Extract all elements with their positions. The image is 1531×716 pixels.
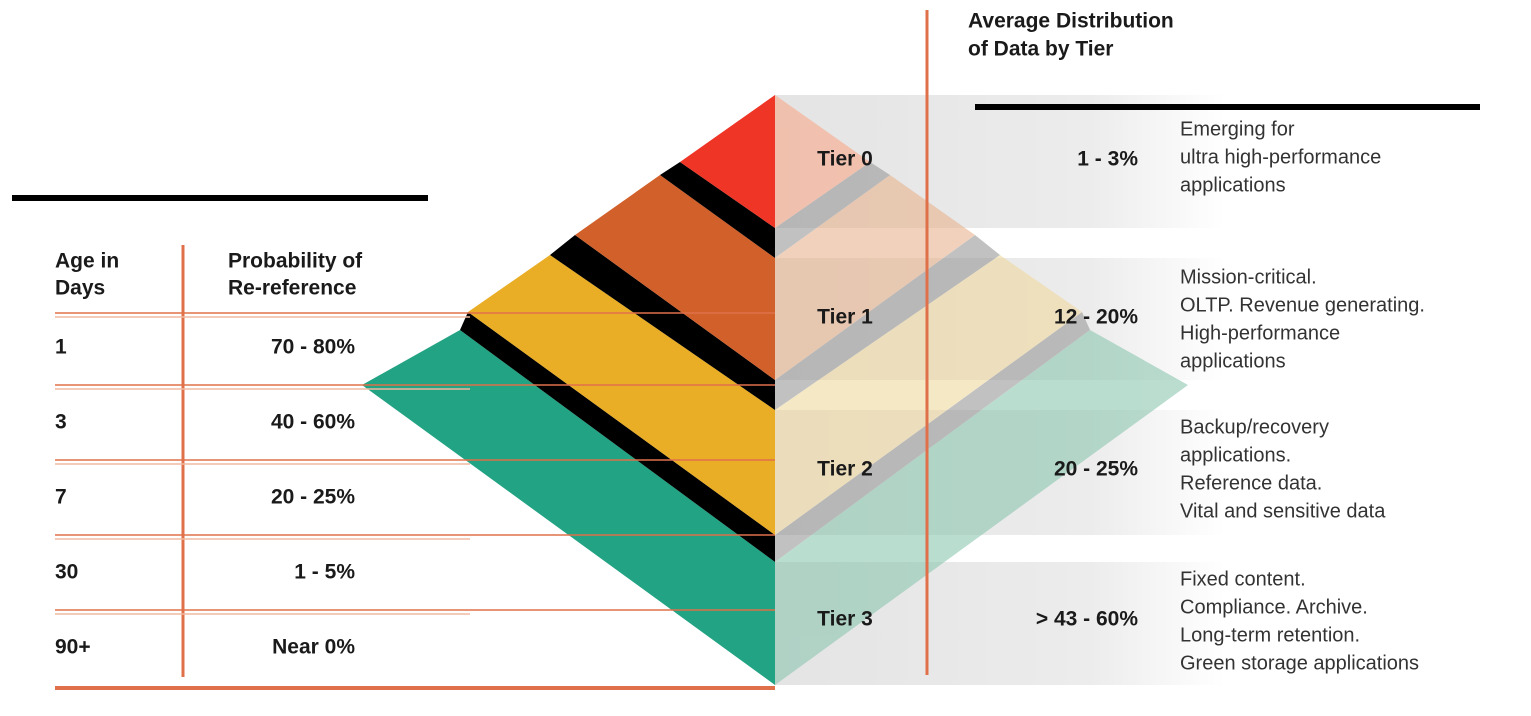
tier-description: Long-term retention. — [1180, 624, 1360, 646]
tier-description: applications — [1180, 350, 1286, 372]
tier-name: Tier 3 — [817, 608, 873, 631]
tier-distribution: 12 - 20% — [1054, 306, 1138, 329]
tier-description: Fixed content. — [1180, 568, 1306, 590]
table-header: Age in — [55, 250, 119, 273]
table-header: Probability of — [228, 250, 363, 273]
age: 90+ — [55, 636, 91, 659]
tier-name: Tier 0 — [817, 148, 873, 171]
probability: 40 - 60% — [271, 411, 355, 434]
title: of Data by Tier — [968, 38, 1113, 61]
tier-description: Green storage applications — [1180, 652, 1419, 674]
age: 7 — [55, 486, 67, 509]
table-header: Re-reference — [228, 277, 356, 300]
tier-description: Vital and sensitive data — [1180, 500, 1386, 522]
probability: 70 - 80% — [271, 336, 355, 359]
tier-description: High-performance — [1180, 322, 1340, 344]
probability: 1 - 5% — [294, 561, 355, 584]
tier-name: Tier 2 — [817, 458, 873, 481]
tier-name: Tier 1 — [817, 306, 873, 329]
table-header: Days — [55, 277, 105, 300]
tier-description: Compliance. Archive. — [1180, 596, 1368, 618]
tier-description: Reference data. — [1180, 472, 1322, 494]
pyramid-left — [362, 95, 775, 685]
tier-description: OLTP. Revenue generating. — [1180, 294, 1425, 316]
probability: Near 0% — [272, 636, 355, 659]
age: 3 — [55, 411, 67, 434]
probability: 20 - 25% — [271, 486, 355, 509]
tier-distribution: 1 - 3% — [1077, 148, 1138, 171]
tier-description: Backup/recovery — [1180, 416, 1329, 438]
tier-distribution: > 43 - 60% — [1036, 608, 1138, 631]
tier-description: applications — [1180, 174, 1286, 196]
age: 1 — [55, 336, 67, 359]
tier-distribution: 20 - 25% — [1054, 458, 1138, 481]
tier-description: Mission-critical. — [1180, 266, 1317, 288]
tier-description: applications. — [1180, 444, 1291, 466]
rules — [12, 10, 1480, 690]
tier-description: Emerging for — [1180, 118, 1295, 140]
content: Average Distribution of Data by Tier Age i… — [55, 10, 1425, 674]
tier-description: ultra high-performance — [1180, 146, 1381, 168]
age: 30 — [55, 561, 78, 584]
title: Average Distribution — [968, 10, 1174, 33]
